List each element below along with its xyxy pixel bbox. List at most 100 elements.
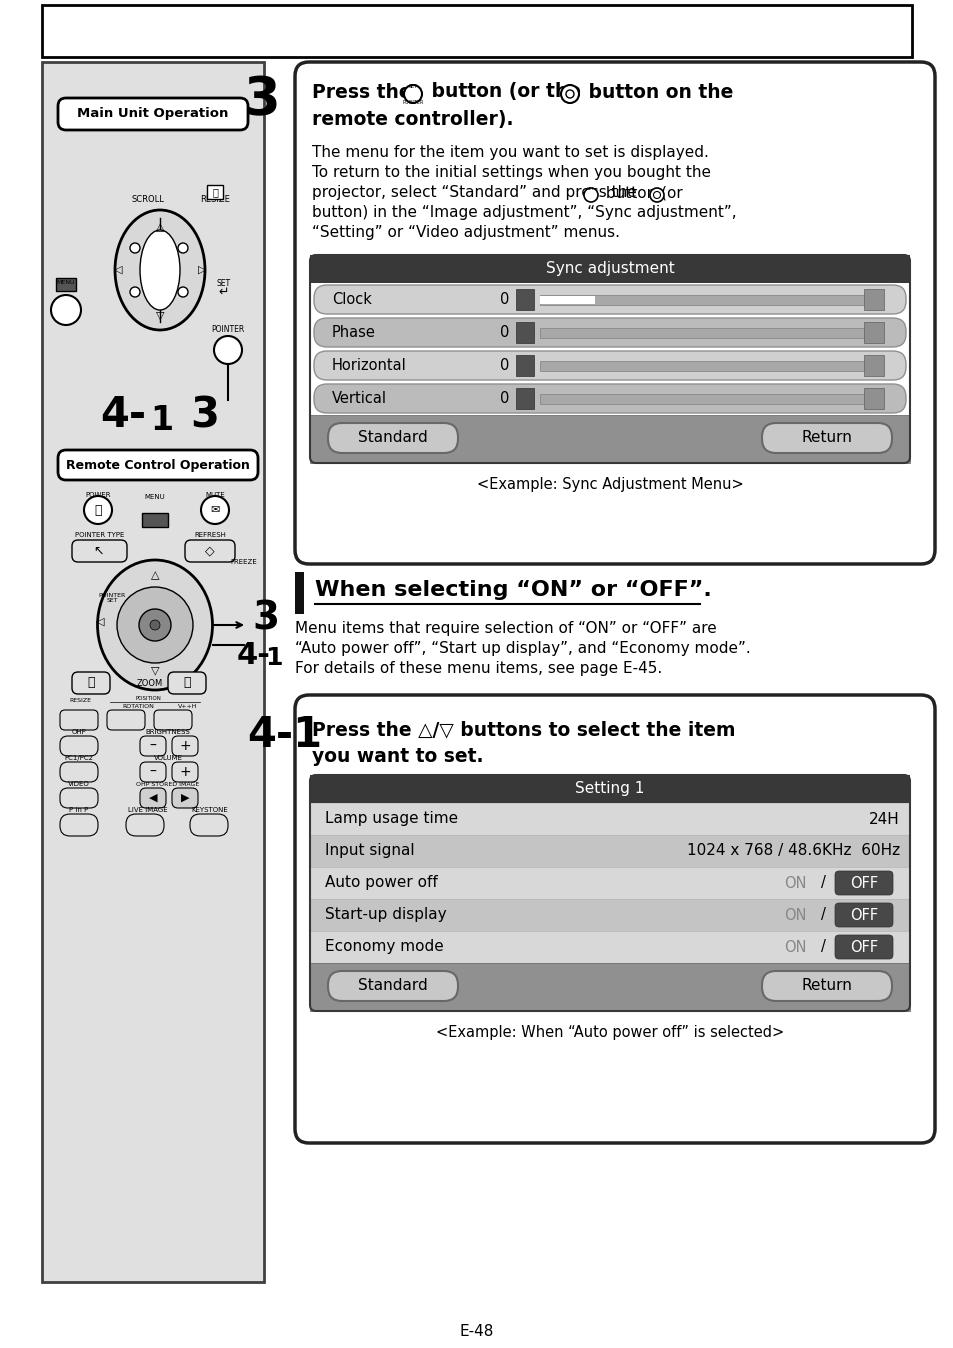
FancyBboxPatch shape <box>168 673 206 694</box>
Text: ◁: ◁ <box>113 266 122 275</box>
Bar <box>310 415 909 462</box>
Text: ▽: ▽ <box>155 310 164 319</box>
Text: RESIZE: RESIZE <box>200 195 230 205</box>
Text: OHP STORED IMAGE: OHP STORED IMAGE <box>136 782 199 786</box>
Text: To return to the initial settings when you bought the: To return to the initial settings when y… <box>312 166 710 181</box>
Bar <box>863 388 883 408</box>
Text: Lamp usage time: Lamp usage time <box>325 811 457 826</box>
Text: Return: Return <box>801 979 852 993</box>
Text: POWER: POWER <box>85 492 111 497</box>
Bar <box>863 322 883 342</box>
Text: POINTER TYPE: POINTER TYPE <box>75 532 125 538</box>
FancyBboxPatch shape <box>71 541 127 562</box>
Text: MUTE: MUTE <box>205 492 225 497</box>
FancyBboxPatch shape <box>172 762 198 782</box>
FancyBboxPatch shape <box>140 789 166 807</box>
Text: button (or: button (or <box>600 186 687 201</box>
Text: Press the △/▽ buttons to select the item: Press the △/▽ buttons to select the item <box>312 720 735 740</box>
Text: 24H: 24H <box>868 811 899 826</box>
Circle shape <box>213 336 242 364</box>
Circle shape <box>649 187 663 202</box>
Text: 4-1: 4-1 <box>247 714 322 756</box>
Bar <box>539 360 871 371</box>
Text: ROTATION: ROTATION <box>122 704 153 709</box>
Text: ON: ON <box>783 907 805 922</box>
Text: OHP: OHP <box>71 729 87 735</box>
Text: remote controller).: remote controller). <box>312 111 513 129</box>
Text: SCROLL: SCROLL <box>132 195 164 205</box>
FancyBboxPatch shape <box>328 423 457 453</box>
Text: “Setting” or “Video adjustment” menus.: “Setting” or “Video adjustment” menus. <box>312 225 619 240</box>
Bar <box>310 775 909 803</box>
FancyBboxPatch shape <box>185 541 234 562</box>
FancyBboxPatch shape <box>294 696 934 1143</box>
Text: button) in the “Image adjustment”, “Sync adjustment”,: button) in the “Image adjustment”, “Sync… <box>312 205 736 221</box>
Text: button (or the: button (or the <box>424 82 587 101</box>
Bar <box>863 355 883 376</box>
Text: Return: Return <box>801 430 852 445</box>
Text: ◇: ◇ <box>205 545 214 558</box>
Bar <box>294 572 304 613</box>
Text: POINTER: POINTER <box>212 325 244 334</box>
Text: 1024 x 768 / 48.6KHz  60Hz: 1024 x 768 / 48.6KHz 60Hz <box>686 844 899 859</box>
FancyBboxPatch shape <box>328 971 457 1002</box>
Text: ON: ON <box>783 940 805 954</box>
Text: ↵: ↵ <box>218 286 229 298</box>
FancyBboxPatch shape <box>153 710 192 731</box>
Text: ZOOM: ZOOM <box>136 678 163 687</box>
Text: Input signal: Input signal <box>325 844 415 859</box>
Bar <box>42 62 264 1282</box>
Ellipse shape <box>140 231 180 310</box>
FancyBboxPatch shape <box>314 350 905 380</box>
Text: Clock: Clock <box>332 293 372 307</box>
Circle shape <box>51 295 81 325</box>
FancyBboxPatch shape <box>314 284 905 314</box>
Bar <box>539 328 871 337</box>
Text: KEYSTONE: KEYSTONE <box>192 807 228 813</box>
Text: OFF: OFF <box>849 940 877 954</box>
Circle shape <box>84 496 112 524</box>
Text: ▶: ▶ <box>180 793 189 803</box>
Text: BRIGHTNESS: BRIGHTNESS <box>146 729 191 735</box>
Text: 3: 3 <box>243 74 280 125</box>
Text: 1: 1 <box>265 646 282 670</box>
FancyBboxPatch shape <box>761 423 891 453</box>
FancyBboxPatch shape <box>314 384 905 412</box>
Ellipse shape <box>97 559 213 690</box>
FancyBboxPatch shape <box>172 736 198 756</box>
Text: SET: SET <box>586 187 595 191</box>
Bar <box>516 388 534 408</box>
Bar <box>539 394 871 403</box>
Bar <box>516 288 534 310</box>
Text: ◀: ◀ <box>149 793 157 803</box>
Circle shape <box>403 85 421 102</box>
FancyBboxPatch shape <box>834 903 892 927</box>
Text: POINTER: POINTER <box>402 100 423 105</box>
Circle shape <box>560 85 578 102</box>
FancyBboxPatch shape <box>314 318 905 346</box>
Text: E-48: E-48 <box>459 1325 494 1340</box>
Circle shape <box>178 243 188 253</box>
Text: V++H: V++H <box>178 704 197 709</box>
Text: /: / <box>820 875 824 891</box>
Text: 1: 1 <box>150 403 172 437</box>
Text: Economy mode: Economy mode <box>325 940 443 954</box>
Bar <box>863 288 883 310</box>
FancyBboxPatch shape <box>58 98 248 129</box>
Text: /: / <box>820 907 824 922</box>
Bar <box>42 5 911 57</box>
FancyBboxPatch shape <box>294 62 934 563</box>
Text: 4-: 4- <box>236 640 271 670</box>
Text: 3: 3 <box>252 599 279 638</box>
Bar <box>310 931 909 962</box>
Text: ⏻: ⏻ <box>94 504 102 516</box>
Bar <box>56 278 76 291</box>
Text: Horizontal: Horizontal <box>332 359 406 373</box>
FancyBboxPatch shape <box>126 814 164 836</box>
Bar <box>539 294 871 305</box>
Text: Standard: Standard <box>357 979 428 993</box>
Bar <box>310 255 909 283</box>
Text: ◁: ◁ <box>95 617 104 627</box>
Text: ⤢: ⤢ <box>212 187 217 197</box>
FancyBboxPatch shape <box>190 814 228 836</box>
